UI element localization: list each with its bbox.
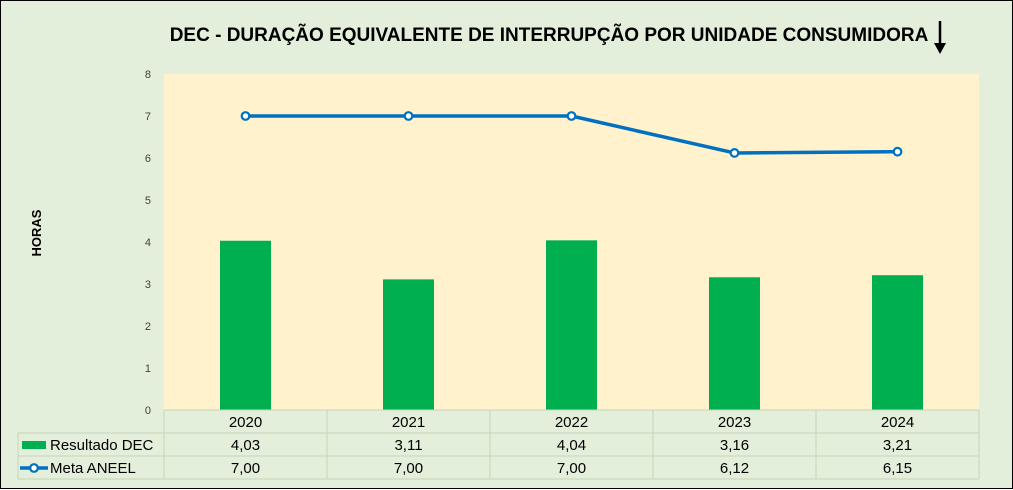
data-label: 4,03 bbox=[231, 437, 260, 454]
data-label: 7,00 bbox=[394, 460, 423, 477]
bar-series bbox=[220, 240, 923, 410]
line-series bbox=[240, 111, 903, 158]
data-label: 3,11 bbox=[394, 437, 422, 454]
line-point-2021 bbox=[403, 111, 414, 121]
legend-entry: Meta ANEEL bbox=[50, 460, 136, 477]
data-label: 3,16 bbox=[720, 437, 749, 454]
category-label: 2024 bbox=[881, 414, 914, 431]
y-tick-label: 7 bbox=[145, 111, 151, 123]
y-tick-label: 6 bbox=[145, 153, 151, 165]
data-label: 6,15 bbox=[883, 460, 912, 477]
down-arrow-icon bbox=[934, 21, 946, 54]
bar-2022 bbox=[546, 240, 597, 410]
legend-key-marker bbox=[29, 463, 39, 473]
y-tick-label: 2 bbox=[145, 321, 151, 333]
line-point-2022 bbox=[566, 111, 577, 121]
y-tick-label: 5 bbox=[145, 195, 151, 207]
y-tick-label: 4 bbox=[145, 237, 151, 249]
y-tick-label: 3 bbox=[145, 279, 151, 291]
bar-2020 bbox=[220, 240, 271, 410]
category-label: 2022 bbox=[555, 414, 588, 431]
y-tick-label: 1 bbox=[145, 363, 151, 375]
line-point-2023 bbox=[729, 148, 740, 158]
line-point-2020 bbox=[240, 111, 251, 121]
data-table: 2020 2021 2022 2023 2024 Resultado DEC 4,03 3,1… bbox=[17, 409, 980, 480]
data-label: 7,00 bbox=[557, 460, 586, 477]
data-label: 7,00 bbox=[231, 460, 260, 477]
y-axis-ticks: 0 1 2 3 4 5 6 7 8 bbox=[145, 69, 151, 417]
data-label: 3,21 bbox=[883, 437, 912, 454]
bar-2021 bbox=[383, 279, 434, 410]
bar-2023 bbox=[709, 277, 760, 410]
category-label: 2023 bbox=[718, 414, 751, 431]
legend-key-bar bbox=[22, 441, 46, 449]
category-label: 2020 bbox=[229, 414, 262, 431]
y-tick-label: 8 bbox=[145, 69, 151, 81]
line-point-2024 bbox=[892, 146, 903, 157]
data-label: 6,12 bbox=[720, 460, 749, 477]
y-axis-label: HORAS bbox=[29, 209, 44, 256]
bar-2024 bbox=[872, 275, 923, 410]
chart-title: DEC - DURAÇÃO EQUIVALENTE DE INTERRUPÇÃO… bbox=[170, 24, 929, 46]
category-label: 2021 bbox=[392, 414, 425, 431]
legend-entry: Resultado DEC bbox=[50, 437, 154, 454]
y-tick-label: 0 bbox=[145, 405, 151, 417]
data-label: 4,04 bbox=[557, 437, 586, 454]
